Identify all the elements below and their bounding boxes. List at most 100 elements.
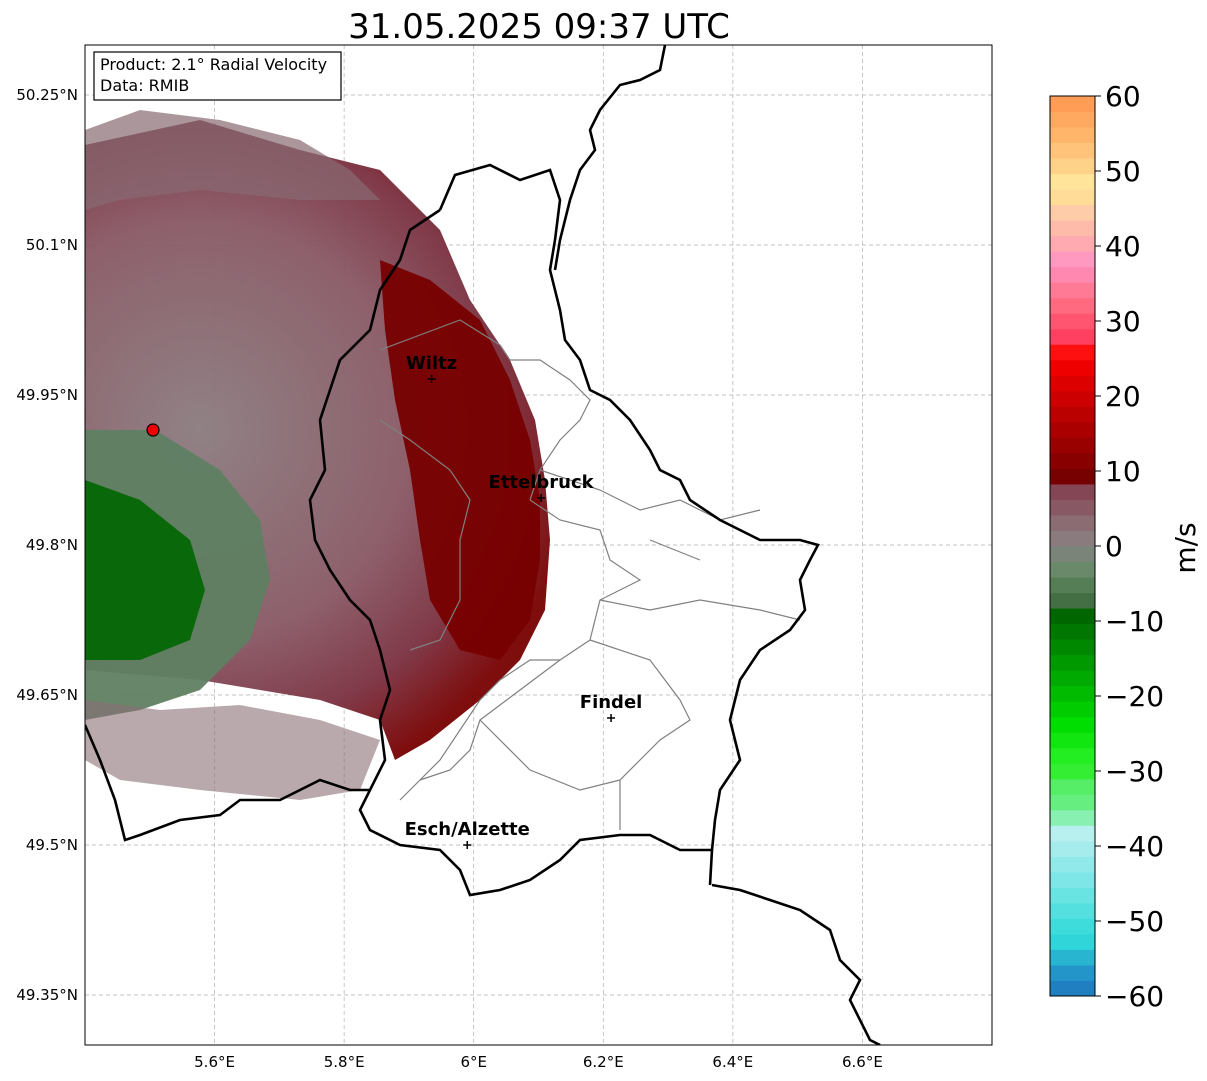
colorbar-band	[1050, 654, 1095, 671]
y-tick-label: 49.35°N	[16, 986, 78, 1004]
colorbar-band	[1050, 763, 1095, 780]
x-tick-label: 6°E	[460, 1053, 487, 1071]
x-tick-label: 5.8°E	[324, 1053, 365, 1071]
colorbar-band	[1050, 577, 1095, 594]
colorbar-band	[1050, 235, 1095, 252]
city-label: Wiltz	[406, 353, 457, 374]
colorbar-band	[1050, 840, 1095, 857]
colorbar-band	[1050, 747, 1095, 764]
y-tick-label: 49.8°N	[26, 536, 78, 554]
colorbar-band	[1050, 530, 1095, 547]
colorbar-band	[1050, 592, 1095, 609]
colorbar-band	[1050, 251, 1095, 268]
colorbar-band	[1050, 778, 1095, 795]
y-axis-ticks: 50.25°N 50.1°N 49.95°N 49.8°N 49.65°N 49.5°N 4…	[16, 86, 78, 1004]
colorbar-band	[1050, 825, 1095, 842]
colorbar-band	[1050, 96, 1095, 113]
colorbar-band	[1050, 933, 1095, 950]
colorbar-tick-label: −30	[1105, 755, 1164, 788]
y-tick-label: 50.1°N	[26, 236, 78, 254]
city-marker	[427, 375, 436, 383]
colorbar-band	[1050, 344, 1095, 361]
info-box: Product: 2.1° Radial Velocity Data: RMIB	[93, 51, 342, 101]
colorbar-band	[1050, 639, 1095, 656]
colorbar-band	[1050, 437, 1095, 454]
canton-boundaries	[379, 319, 801, 830]
colorbar-label: m/s	[1169, 522, 1202, 573]
colorbar-band	[1050, 716, 1095, 733]
echo-receding-core	[380, 260, 540, 660]
colorbar-band	[1050, 328, 1095, 345]
y-tick-label: 50.25°N	[16, 86, 78, 104]
city-marker	[463, 841, 472, 849]
x-axis-ticks: 5.6°E 5.8°E 6°E 6.2°E 6.4°E 6.6°E	[194, 1053, 883, 1071]
echo-north-sparse	[85, 110, 380, 210]
map-frame	[84, 44, 993, 1046]
y-tick-label: 49.65°N	[16, 686, 78, 704]
colorbar-tick-label: 40	[1105, 230, 1141, 263]
map-borders	[85, 45, 881, 1045]
colorbar-band	[1050, 390, 1095, 407]
colorbar-band	[1050, 173, 1095, 190]
colorbar-band	[1050, 701, 1095, 718]
figure-title: 31.05.2025 09:37 UTC	[348, 7, 730, 47]
colorbar-band	[1050, 189, 1095, 206]
colorbar-tick-label: −60	[1105, 980, 1164, 1013]
radar-echoes	[85, 110, 550, 800]
colorbar-tick-label: 20	[1105, 380, 1141, 413]
colorbar-tick-label: 10	[1105, 455, 1141, 488]
colorbar-band	[1050, 483, 1095, 500]
x-tick-label: 5.6°E	[194, 1053, 235, 1071]
colorbar-tick-label: −20	[1105, 680, 1164, 713]
border-belgium-france	[85, 724, 370, 842]
colorbar-tick-label: 50	[1105, 155, 1141, 188]
colorbar-tick-label: −40	[1105, 830, 1164, 863]
colorbar-band	[1050, 158, 1095, 175]
colorbar-band	[1050, 359, 1095, 376]
colorbar-tick-label: 0	[1105, 530, 1123, 563]
colorbar-band	[1050, 546, 1095, 563]
colorbar-band	[1050, 111, 1095, 128]
info-product: Product: 2.1° Radial Velocity	[100, 55, 327, 74]
colorbar-band	[1050, 313, 1095, 330]
x-tick-label: 6.6°E	[842, 1053, 883, 1071]
map-panel: Wiltz Ettelbruck Findel Esch/Alzette Produc…	[84, 44, 993, 1046]
colorbar-band	[1050, 421, 1095, 438]
city-labels: Wiltz Ettelbruck Findel Esch/Alzette	[405, 353, 643, 849]
colorbar-band	[1050, 918, 1095, 935]
colorbar-tick-label: −50	[1105, 905, 1164, 938]
x-tick-label: 6.2°E	[583, 1053, 624, 1071]
colorbar-band	[1050, 949, 1095, 966]
colorbar-band	[1050, 964, 1095, 981]
y-tick-label: 49.5°N	[26, 836, 78, 854]
colorbar-tick-label: 60	[1105, 80, 1141, 113]
radar-site-group	[146, 423, 160, 437]
colorbar-band	[1050, 127, 1095, 144]
colorbar-tick-label: −10	[1105, 605, 1164, 638]
y-tick-label: 49.95°N	[16, 386, 78, 404]
colorbar-tick-label: 30	[1105, 305, 1141, 338]
colorbar-band	[1050, 856, 1095, 873]
city-label: Ettelbruck	[489, 472, 595, 493]
city-label: Findel	[580, 692, 643, 713]
colorbar-band	[1050, 608, 1095, 625]
colorbar-band	[1050, 282, 1095, 299]
colorbar-band	[1050, 375, 1095, 392]
colorbar-band	[1050, 499, 1095, 516]
echo-south-sparse	[85, 700, 380, 800]
colorbar-band	[1050, 809, 1095, 826]
colorbar-band	[1050, 871, 1095, 888]
city-marker	[537, 494, 546, 502]
colorbar-band	[1050, 623, 1095, 640]
colorbar-band	[1050, 514, 1095, 531]
border-germany-east	[553, 45, 881, 1045]
colorbar-band	[1050, 685, 1095, 702]
colorbar-band	[1050, 794, 1095, 811]
colorbar-band	[1050, 468, 1095, 485]
info-box-frame	[93, 51, 342, 101]
colorbar-band	[1050, 266, 1095, 283]
colorbar-band	[1050, 887, 1095, 904]
colorbar-band	[1050, 297, 1095, 314]
colorbar: 60 50 40 30 20 10 0 −10 −20 −30 −40 −50 −60 m/s	[1049, 80, 1202, 1013]
